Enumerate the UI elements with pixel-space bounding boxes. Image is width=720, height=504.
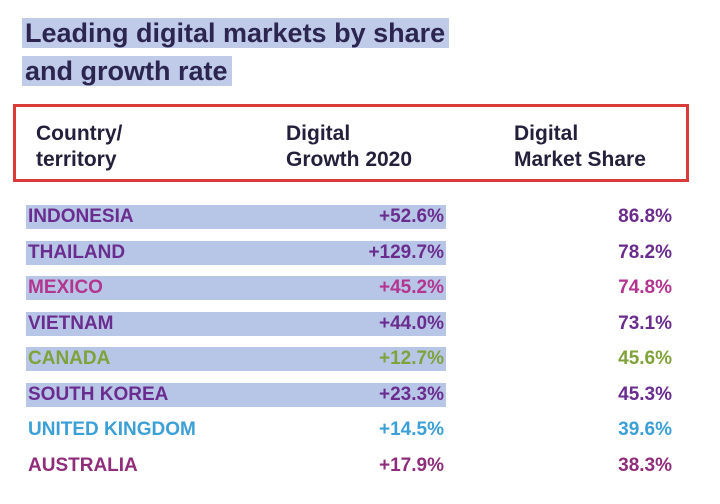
growth-cell: +44.0% <box>379 312 444 334</box>
share-cell: 45.3% <box>618 383 672 405</box>
row-highlight <box>26 205 446 229</box>
table-body: INDONESIA +52.6% 86.8% THAILAND +129.7% 78.2%… <box>26 199 676 483</box>
growth-cell: +52.6% <box>379 206 444 227</box>
share-cell: 39.6% <box>618 419 672 440</box>
table-row: THAILAND +129.7% 78.2% <box>26 235 676 271</box>
table-row: INDONESIA +52.6% 86.8% <box>26 199 676 235</box>
country-cell: AUSTRALIA <box>28 454 138 476</box>
growth-cell: +45.2% <box>379 277 444 298</box>
growth-cell: +23.3% <box>379 383 444 405</box>
share-cell: 86.8% <box>618 206 672 227</box>
country-cell: THAILAND <box>28 241 126 263</box>
title-line-1: Leading digital markets by share <box>22 14 450 52</box>
country-cell: CANADA <box>28 348 111 369</box>
title-line-2: and growth rate <box>22 52 449 90</box>
share-cell: 74.8% <box>618 277 672 298</box>
growth-cell: +17.9% <box>379 454 444 476</box>
table-row: CANADA +12.7% 45.6% <box>26 341 676 377</box>
row-highlight <box>26 276 446 300</box>
growth-cell: +12.7% <box>379 348 444 369</box>
row-highlight <box>26 240 446 265</box>
share-cell: 73.1% <box>618 312 672 334</box>
row-highlight <box>26 347 446 371</box>
country-cell: SOUTH KOREA <box>28 383 169 405</box>
country-cell: MEXICO <box>28 277 103 298</box>
growth-cell: +14.5% <box>379 419 444 440</box>
table-row: VIETNAM +44.0% 73.1% <box>26 306 676 342</box>
growth-cell: +129.7% <box>368 241 444 263</box>
row-highlight <box>26 382 446 407</box>
share-cell: 45.6% <box>618 348 672 369</box>
column-header-share: Digital Market Share <box>514 122 646 171</box>
table-row: MEXICO +45.2% 74.8% <box>26 270 676 306</box>
table-row: SOUTH KOREA +23.3% 45.3% <box>26 377 676 413</box>
page-title: Leading digital markets by share and gro… <box>22 14 450 90</box>
country-cell: UNITED KINGDOM <box>28 419 196 440</box>
share-cell: 38.3% <box>618 454 672 476</box>
row-highlight <box>26 311 446 336</box>
country-cell: VIETNAM <box>28 312 114 334</box>
country-cell: INDONESIA <box>28 206 134 227</box>
table-row: AUSTRALIA +17.9% 38.3% <box>26 448 676 484</box>
column-header-country: Country/ territory <box>36 122 123 171</box>
share-cell: 78.2% <box>618 241 672 263</box>
table-header: Country/ territory Digital Growth 2020 D… <box>13 104 689 182</box>
column-header-growth: Digital Growth 2020 <box>286 122 413 171</box>
table-row: UNITED KINGDOM +14.5% 39.6% <box>26 412 676 448</box>
